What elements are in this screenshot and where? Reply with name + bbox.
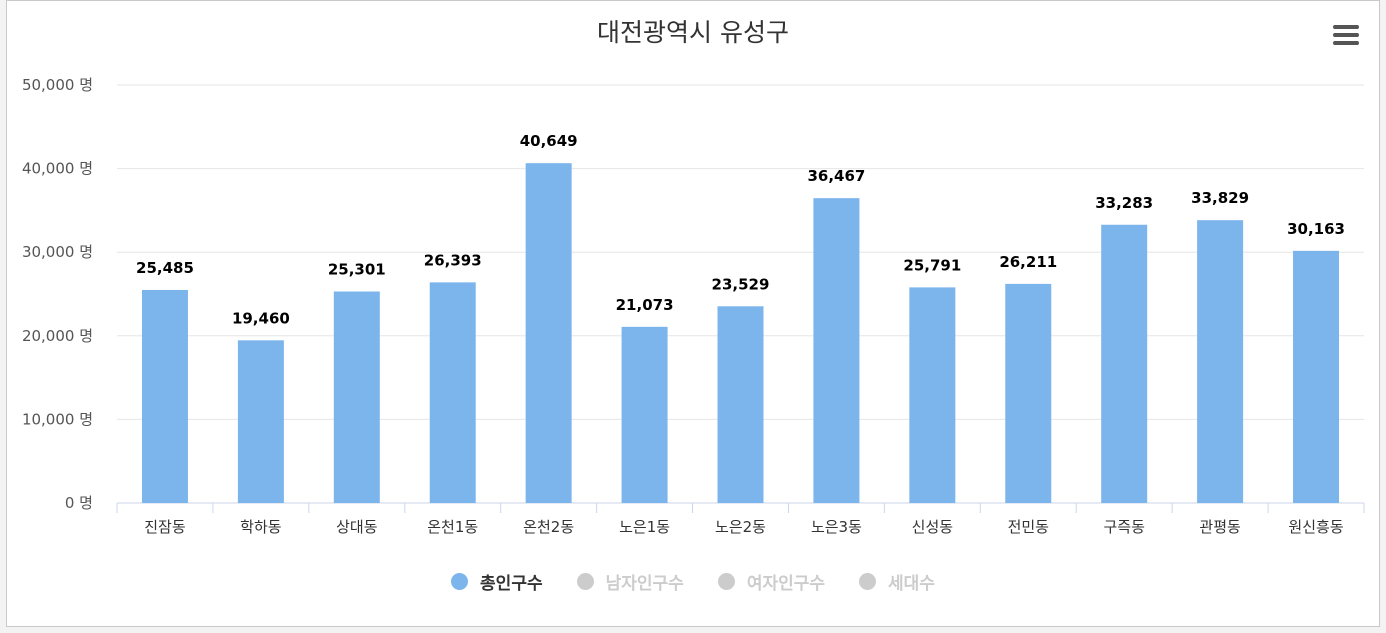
x-tick-label: 학하동: [240, 518, 282, 536]
bar[interactable]: [141, 289, 188, 503]
chart-plot: 0 명 10,000 명 20,000 명 30,000 명 40,000 명 50,00…: [22, 76, 1365, 536]
data-label: 33,829: [1191, 189, 1249, 207]
chart-legend: 총인구수 남자인구수 여자인구수 세대수: [7, 568, 1379, 594]
y-tick-label: 40,000 명: [22, 160, 93, 178]
data-label: 25,791: [903, 256, 961, 274]
x-tick-label: 노은3동: [811, 518, 862, 536]
data-label: 26,393: [424, 251, 482, 269]
bar[interactable]: [1101, 224, 1148, 503]
legend-item[interactable]: 남자인구수: [576, 568, 684, 594]
legend-item[interactable]: 총인구수: [451, 568, 543, 594]
bar[interactable]: [1005, 283, 1052, 503]
data-label: 19,460: [232, 309, 290, 327]
bar[interactable]: [525, 163, 572, 503]
x-tick-label: 노은1동: [619, 518, 670, 536]
legend-marker-icon: [859, 572, 877, 590]
x-tick-label: 온천1동: [427, 518, 478, 536]
data-label: 33,283: [1095, 194, 1153, 212]
y-tick-label: 20,000 명: [22, 327, 93, 345]
bar[interactable]: [1197, 220, 1244, 503]
bar[interactable]: [813, 198, 860, 504]
data-label: 21,073: [616, 296, 674, 314]
legend-item[interactable]: 세대수: [859, 568, 935, 594]
hamburger-menu-icon[interactable]: [1333, 25, 1361, 49]
x-tick-label: 전민동: [1008, 518, 1050, 536]
x-tick-label: 구즉동: [1103, 518, 1145, 536]
data-label: 30,163: [1287, 220, 1345, 238]
y-tick-label: 50,000 명: [22, 76, 93, 94]
data-label: 26,211: [999, 253, 1057, 271]
legend-item[interactable]: 여자인구수: [717, 568, 826, 594]
legend-marker-icon: [576, 572, 594, 590]
legend-label: 세대수: [888, 573, 935, 594]
legend-label: 총인구수: [480, 573, 543, 594]
x-tick-label: 신성동: [912, 518, 954, 536]
bar[interactable]: [909, 287, 956, 503]
bar[interactable]: [237, 340, 284, 503]
x-tick-label: 상대동: [336, 518, 378, 536]
data-label: 23,529: [712, 275, 770, 293]
bar[interactable]: [1293, 250, 1340, 503]
x-tick-label: 진잠동: [144, 518, 186, 536]
chart-container: 대전광역시 유성구 0 명 10,000 명 20,000 명 30,000 명 40,…: [6, 0, 1380, 627]
data-label: 36,467: [807, 167, 865, 185]
data-label: 40,649: [520, 132, 578, 150]
bar[interactable]: [717, 306, 764, 503]
x-tick-label: 온천2동: [523, 518, 574, 536]
legend-label: 남자인구수: [605, 573, 684, 594]
data-label: 25,301: [328, 260, 386, 278]
bar[interactable]: [621, 326, 668, 503]
y-tick-label: 30,000 명: [22, 243, 93, 261]
bar[interactable]: [429, 282, 476, 503]
y-tick-label: 10,000 명: [22, 410, 93, 428]
chart-title: 대전광역시 유성구: [597, 18, 789, 47]
data-label: 25,485: [136, 259, 194, 277]
legend-label: 여자인구수: [746, 573, 826, 594]
x-tick-label: 노은2동: [715, 518, 766, 536]
legend-marker-icon: [451, 572, 469, 590]
bar[interactable]: [333, 291, 380, 503]
legend-marker-icon: [717, 572, 735, 590]
y-tick-label: 0 명: [65, 494, 93, 512]
x-tick-label: 관평동: [1199, 518, 1241, 536]
x-tick-label: 원신흥동: [1288, 518, 1343, 536]
